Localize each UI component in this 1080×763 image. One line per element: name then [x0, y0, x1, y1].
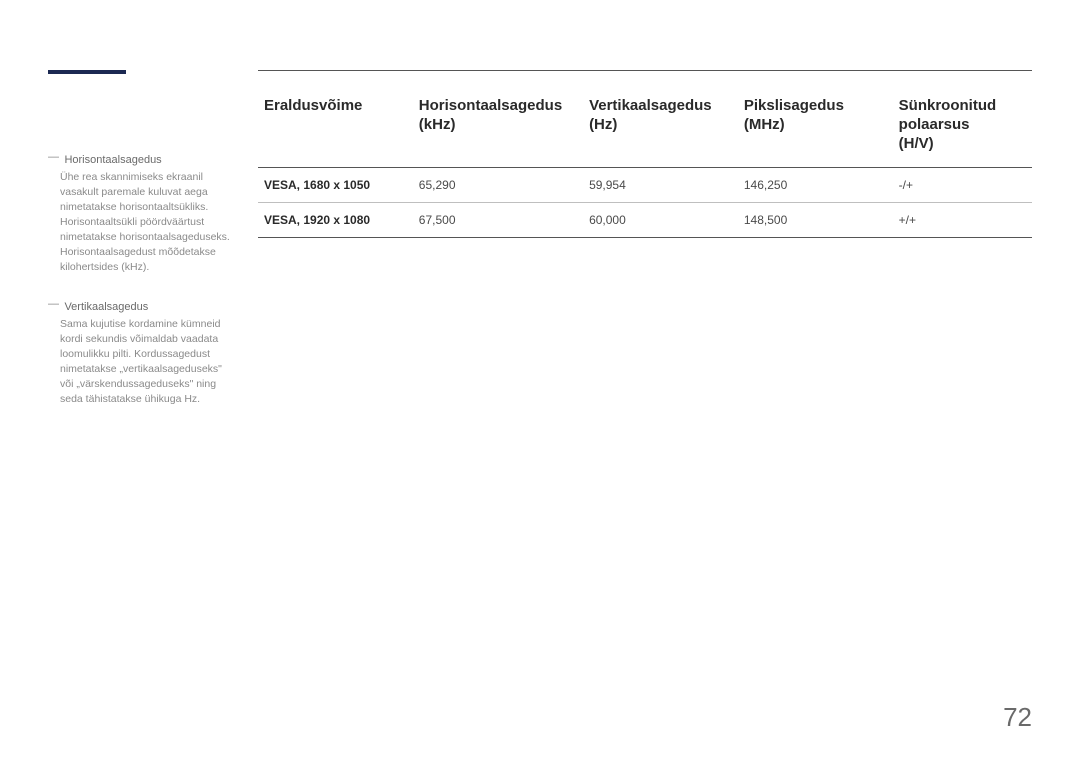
glossary-desc: Sama kujutise kordamine kümneid kordi se… [60, 317, 238, 407]
cell-mode: VESA, 1680 x 1050 [258, 168, 413, 203]
cell-hfreq: 67,500 [413, 203, 583, 238]
table-body: VESA, 1680 x 1050 65,290 59,954 146,250 … [258, 168, 1032, 238]
main-content: Eraldusvõime Horisontaalsagedus (kHz) Ve… [258, 70, 1032, 238]
col-header-resolution: Eraldusvõime [258, 89, 413, 168]
glossary-term: Vertikaalsagedus [64, 300, 148, 314]
cell-pol: +/+ [893, 203, 1032, 238]
table-row: VESA, 1920 x 1080 67,500 60,000 148,500 … [258, 203, 1032, 238]
cell-vfreq: 60,000 [583, 203, 738, 238]
glossary-item: ― Vertikaalsagedus Sama kujutise kordami… [48, 297, 238, 407]
page-root: ― Horisontaalsagedus Ühe rea skannimisek… [0, 0, 1080, 763]
col-header-hfreq: Horisontaalsagedus (kHz) [413, 89, 583, 168]
glossary-desc: Ühe rea skannimiseks ekraanil vasakult p… [60, 170, 238, 275]
glossary-term: Horisontaalsagedus [64, 153, 161, 167]
cell-pol: -/+ [893, 168, 1032, 203]
cell-pclk: 146,250 [738, 168, 893, 203]
table-header: Eraldusvõime Horisontaalsagedus (kHz) Ve… [258, 89, 1032, 168]
glossary-item: ― Horisontaalsagedus Ühe rea skannimisek… [48, 150, 238, 275]
spec-table: Eraldusvõime Horisontaalsagedus (kHz) Ve… [258, 89, 1032, 238]
col-header-vfreq: Vertikaalsagedus (Hz) [583, 89, 738, 168]
page-number: 72 [1003, 702, 1032, 733]
cell-hfreq: 65,290 [413, 168, 583, 203]
top-rule [258, 70, 1032, 71]
dash-icon: ― [48, 150, 60, 164]
cell-pclk: 148,500 [738, 203, 893, 238]
col-header-polarity: Sünkroonitud polaarsus (H/V) [893, 89, 1032, 168]
cell-mode: VESA, 1920 x 1080 [258, 203, 413, 238]
col-header-pclk: Pikslisagedus (MHz) [738, 89, 893, 168]
dash-icon: ― [48, 297, 60, 311]
accent-bar [48, 70, 126, 74]
table-row: VESA, 1680 x 1050 65,290 59,954 146,250 … [258, 168, 1032, 203]
cell-vfreq: 59,954 [583, 168, 738, 203]
sidebar-glossary: ― Horisontaalsagedus Ühe rea skannimisek… [48, 150, 238, 429]
